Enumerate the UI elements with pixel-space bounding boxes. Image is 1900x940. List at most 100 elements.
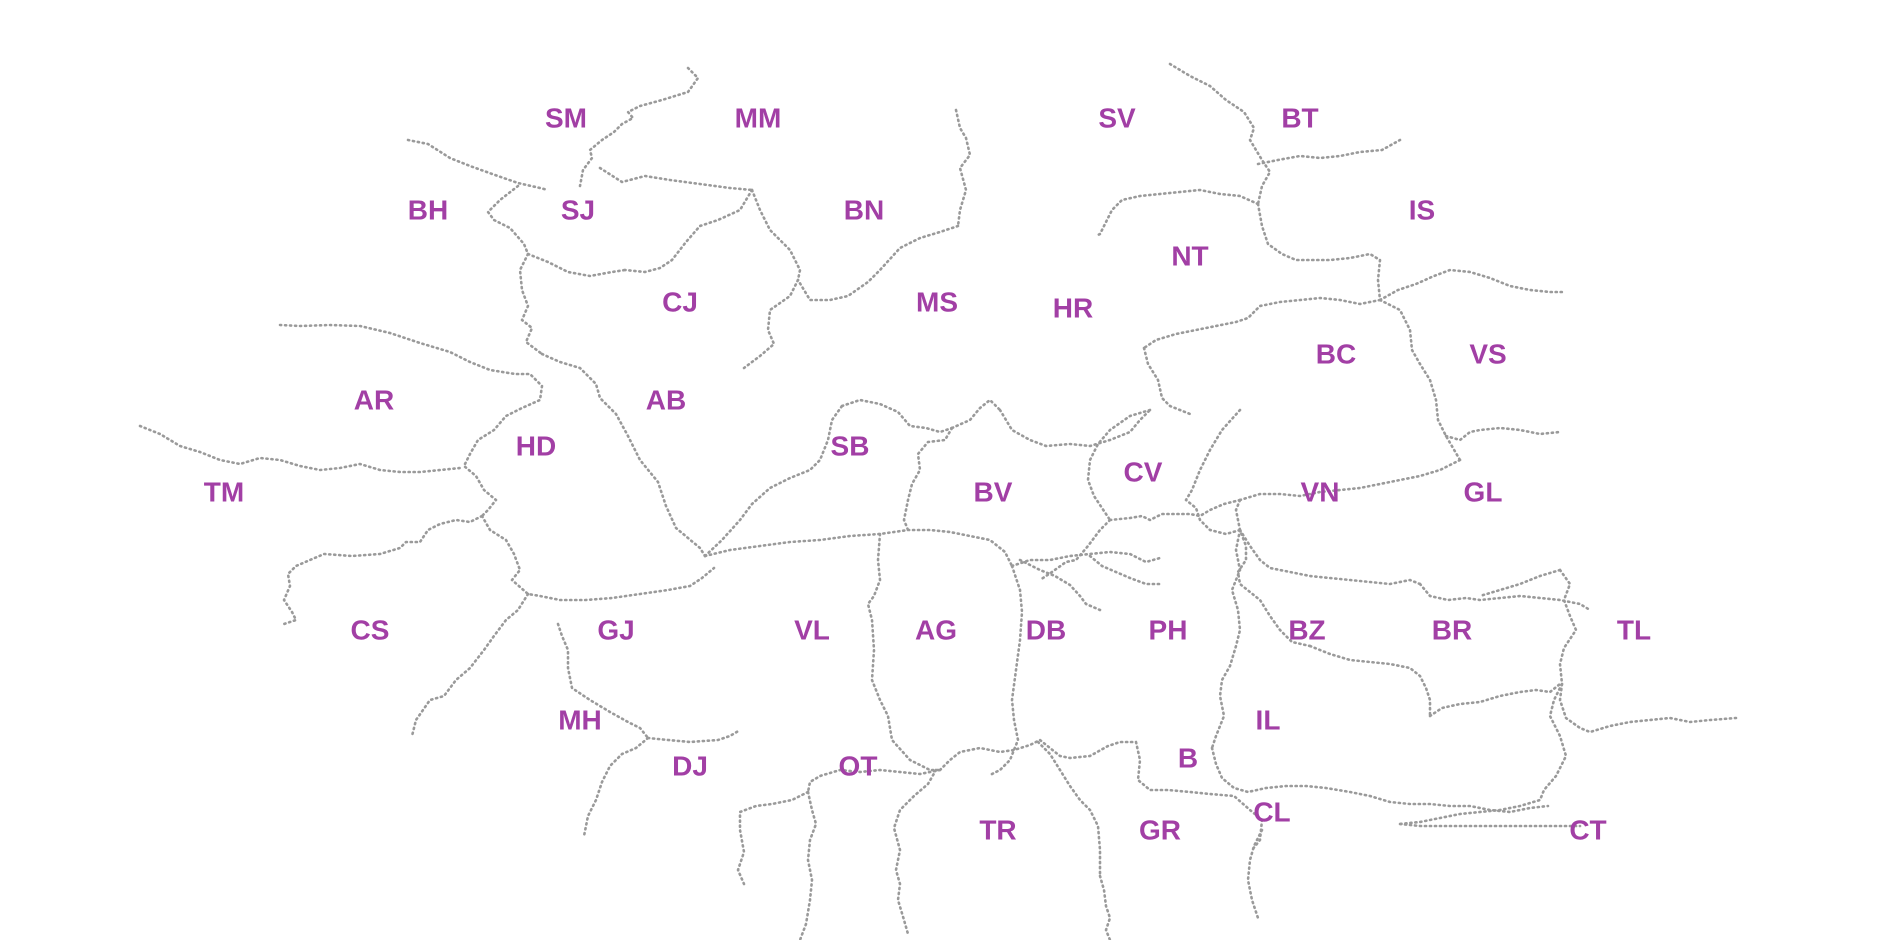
border-line (736, 790, 810, 886)
county-label-gl[interactable]: GL (1464, 476, 1503, 507)
border-line (1210, 528, 1242, 750)
county-label-cs[interactable]: CS (351, 614, 390, 645)
county-label-hd[interactable]: HD (516, 430, 556, 461)
border-line (1238, 458, 1462, 502)
border-line (1558, 568, 1578, 686)
border-line (623, 188, 754, 274)
county-label-sm[interactable]: SM (545, 102, 587, 133)
border-line (486, 184, 530, 256)
border-line (988, 564, 1024, 777)
border-line (582, 736, 650, 838)
border-line (518, 252, 544, 356)
county-label-gr[interactable]: GR (1139, 814, 1181, 845)
border-line (1398, 682, 1568, 826)
border-line (1398, 822, 1582, 828)
border-line (556, 622, 650, 740)
county-label-il[interactable]: IL (1256, 704, 1281, 735)
county-label-ct[interactable]: CT (1569, 814, 1606, 845)
border-line (998, 408, 1152, 448)
county-label-ot[interactable]: OT (839, 750, 878, 781)
county-label-ph[interactable]: PH (1149, 614, 1188, 645)
border-line (1558, 682, 1738, 734)
county-label-is[interactable]: IS (1409, 194, 1435, 225)
county-label-bv[interactable]: BV (974, 476, 1013, 507)
county-label-tm[interactable]: TM (204, 476, 244, 507)
border-line (1428, 682, 1562, 718)
county-label-bt[interactable]: BT (1281, 102, 1318, 133)
border-line (598, 166, 754, 192)
border-line (1308, 644, 1432, 718)
county-label-db[interactable]: DB (1026, 614, 1066, 645)
county-label-dj[interactable]: DJ (672, 750, 708, 781)
border-line (410, 592, 530, 738)
border-line (1378, 298, 1462, 462)
county-label-ag[interactable]: AG (915, 614, 957, 645)
border-line (578, 66, 700, 188)
border-line (906, 528, 1014, 568)
border-line (840, 398, 954, 434)
county-label-ab[interactable]: AB (646, 384, 686, 415)
border-line (1256, 202, 1382, 302)
county-label-bc[interactable]: BC (1316, 338, 1356, 369)
county-label-vn[interactable]: VN (1301, 476, 1340, 507)
border-line (462, 384, 544, 518)
border-line (138, 424, 462, 474)
border-line (1018, 558, 1102, 612)
border-line (646, 728, 742, 744)
border-line (1098, 874, 1112, 940)
border-line (892, 768, 938, 936)
border-line (1108, 498, 1242, 522)
border-line (1134, 740, 1264, 852)
border-line (866, 532, 942, 772)
border-line (1378, 268, 1566, 302)
county-label-cl[interactable]: CL (1253, 796, 1290, 827)
county-label-sj[interactable]: SJ (561, 194, 595, 225)
county-label-ar[interactable]: AR (354, 384, 394, 415)
border-line (1210, 746, 1550, 814)
county-label-mm[interactable]: MM (735, 102, 782, 133)
border-line (703, 404, 844, 558)
border-line (1010, 550, 1162, 568)
border-line (796, 224, 960, 302)
county-label-gj[interactable]: GJ (597, 614, 634, 645)
border-line (526, 252, 627, 278)
border-line (1086, 408, 1152, 522)
border-line (806, 768, 942, 794)
county-label-vl[interactable]: VL (794, 614, 830, 645)
county-label-bn[interactable]: BN (844, 194, 884, 225)
border-line (1418, 582, 1592, 612)
county-label-ms[interactable]: MS (916, 286, 958, 317)
border-line (1038, 518, 1112, 582)
border-line (902, 426, 954, 532)
county-label-nt[interactable]: NT (1171, 240, 1208, 271)
county-borders (138, 62, 1738, 940)
border-line (742, 278, 800, 370)
border-line (1036, 740, 1102, 878)
border-line (1142, 346, 1192, 416)
county-label-tr[interactable]: TR (979, 814, 1016, 845)
county-label-cv[interactable]: CV (1124, 456, 1163, 487)
border-line (1246, 828, 1264, 920)
county-label-sb[interactable]: SB (831, 430, 870, 461)
county-label-bh[interactable]: BH (408, 194, 448, 225)
border-line (954, 108, 972, 228)
border-line (703, 528, 910, 558)
county-label-bz[interactable]: BZ (1288, 614, 1325, 645)
border-line (950, 398, 1002, 430)
county-label-hr[interactable]: HR (1053, 292, 1093, 323)
county-label-vs[interactable]: VS (1469, 338, 1506, 369)
county-label-sv[interactable]: SV (1098, 102, 1136, 133)
county-label-br[interactable]: BR (1432, 614, 1472, 645)
county-label-cj[interactable]: CJ (662, 286, 698, 317)
county-label-b[interactable]: B (1178, 742, 1198, 773)
border-line (1256, 138, 1402, 166)
border-line (540, 352, 707, 558)
border-line (1088, 554, 1162, 586)
border-line (480, 514, 716, 602)
border-line (282, 514, 484, 626)
border-line (938, 738, 1138, 772)
county-label-tl[interactable]: TL (1617, 614, 1651, 645)
county-label-mh[interactable]: MH (558, 704, 602, 735)
county-labels: SM MM SV BT BH SJ BN IS NT CJ MS HR BC V… (204, 102, 1651, 845)
